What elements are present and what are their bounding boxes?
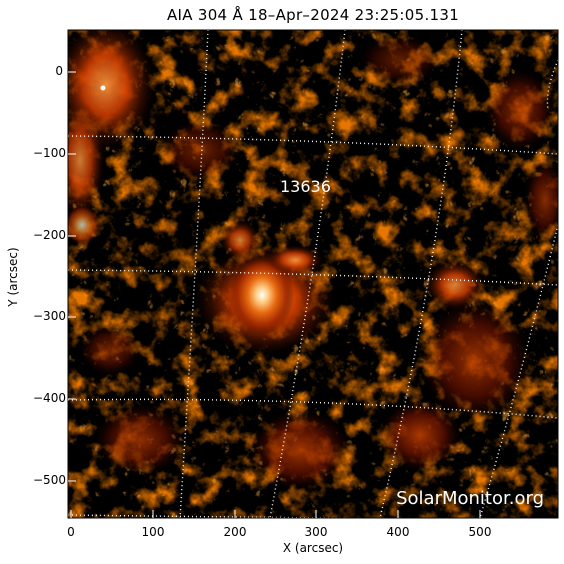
heliographic-grid — [68, 30, 558, 518]
x-tick-label: 300 — [304, 525, 328, 539]
watermark: SolarMonitor.org — [396, 488, 544, 509]
y-axis-label: Y (arcsec) — [6, 247, 20, 307]
y-tick-label: −100 — [33, 146, 66, 160]
y-tick-label: −500 — [33, 473, 66, 487]
active-region-label: 13636 — [280, 177, 331, 196]
y-tick-label: −300 — [33, 309, 66, 323]
x-tick-label: 400 — [386, 525, 410, 539]
emission-layer — [68, 30, 558, 518]
y-tick-label: 0 — [55, 64, 63, 78]
y-tick-label: −400 — [33, 391, 66, 405]
image-title: AIA 304 Å 18–Apr–2024 23:25:05.131 — [166, 6, 460, 24]
plot-frame — [67, 29, 559, 519]
x-tick-label: 500 — [468, 525, 492, 539]
x-axis-label: X (arcsec) — [282, 541, 344, 555]
x-tick-label: 200 — [223, 525, 247, 539]
x-tick-label: 0 — [67, 525, 75, 539]
x-tick-label: 100 — [141, 525, 165, 539]
tick-marks — [68, 71, 481, 518]
y-tick-label: −200 — [33, 228, 66, 242]
